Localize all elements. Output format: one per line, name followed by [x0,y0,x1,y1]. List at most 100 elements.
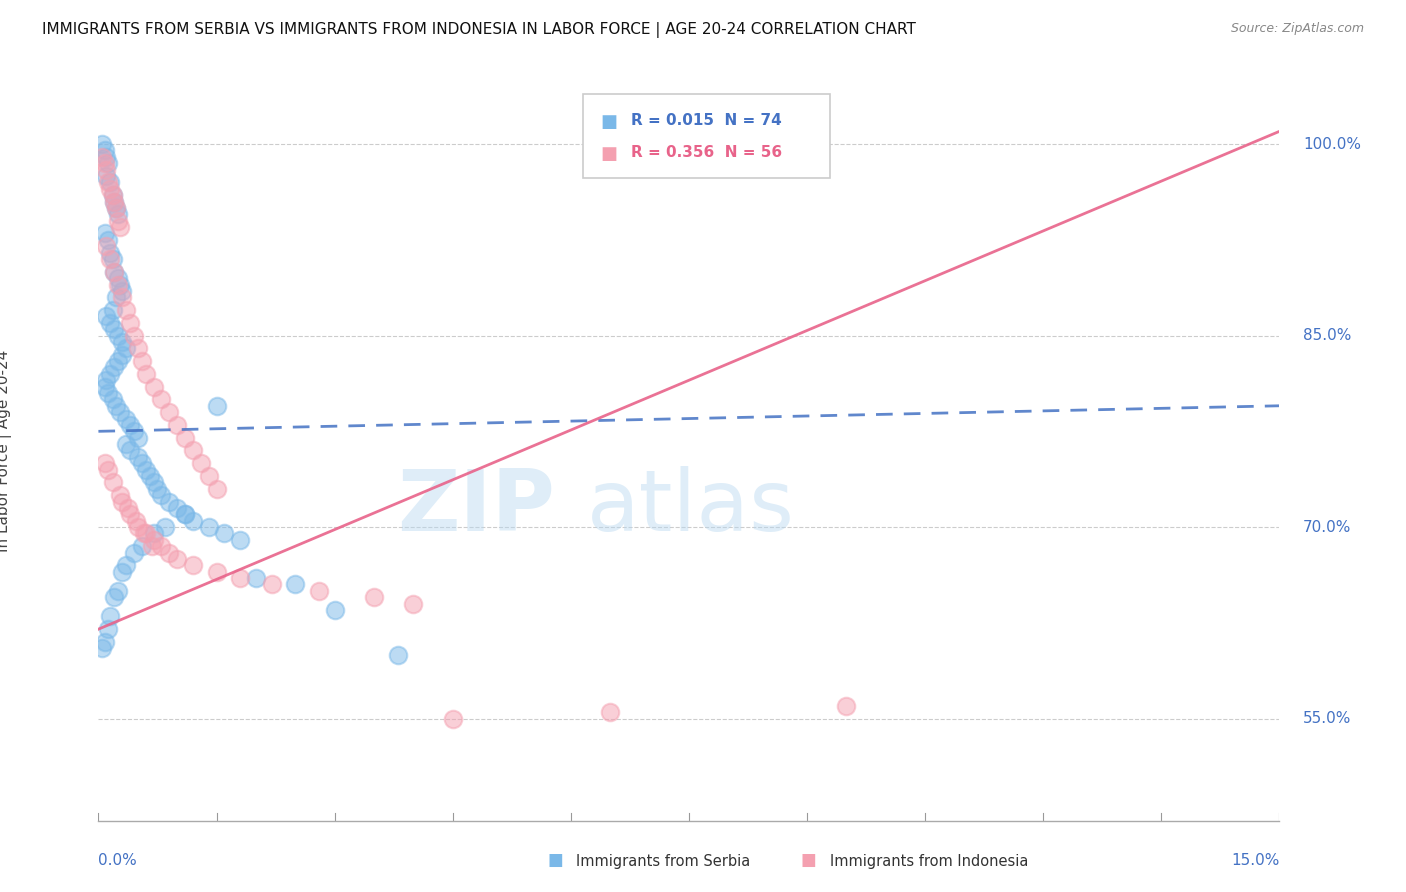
Point [107,277,129,292]
Point [150,539,173,553]
Point [174,508,197,522]
Point [363,591,385,605]
Point [103,194,125,209]
Text: ZIP: ZIP [398,467,555,549]
Text: IMMIGRANTS FROM SERBIA VS IMMIGRANTS FROM INDONESIA IN LABOR FORCE | AGE 20-24 C: IMMIGRANTS FROM SERBIA VS IMMIGRANTS FRO… [42,22,917,38]
Point [132,526,155,541]
Point [284,577,307,591]
Point [93,144,115,158]
Point [103,322,125,336]
Point [308,583,330,598]
Point [174,431,197,445]
Point [166,552,188,566]
Point [93,456,115,470]
Text: ■: ■ [547,851,564,869]
Point [98,175,121,189]
Text: Source: ZipAtlas.com: Source: ZipAtlas.com [1230,22,1364,36]
Point [166,500,188,515]
Point [141,539,163,553]
Point [96,239,118,253]
Point [155,520,177,534]
Text: 15.0%: 15.0% [1232,853,1279,868]
Point [131,456,153,470]
Point [599,705,621,719]
Point [127,520,149,534]
Point [127,342,149,356]
Point [110,220,132,235]
Point [142,475,165,490]
Point [98,609,121,624]
Text: atlas: atlas [586,467,794,549]
Text: Immigrants from Serbia: Immigrants from Serbia [576,854,751,869]
Point [115,303,138,318]
Text: ■: ■ [600,145,617,163]
Point [103,265,125,279]
Point [118,508,141,522]
Point [146,482,169,496]
Point [93,156,115,170]
Point [107,583,129,598]
Text: In Labor Force | Age 20-24: In Labor Force | Age 20-24 [0,350,11,551]
Point [97,156,120,170]
Point [214,526,236,541]
Text: 85.0%: 85.0% [1303,328,1351,343]
Point [115,558,138,573]
Point [157,405,180,419]
Point [205,565,228,579]
Text: R = 0.356  N = 56: R = 0.356 N = 56 [631,145,782,161]
Point [107,207,129,221]
Point [104,290,127,304]
Point [101,188,124,202]
Point [93,227,115,241]
Point [111,348,134,362]
Point [110,277,132,292]
Point [107,354,129,368]
Point [103,265,125,279]
Point [107,213,129,227]
Point [115,437,138,451]
Point [107,328,129,343]
Point [110,488,132,502]
Point [181,558,204,573]
Point [131,354,153,368]
Point [157,545,180,559]
Text: R = 0.015  N = 74: R = 0.015 N = 74 [631,113,782,128]
Text: 0.0%: 0.0% [98,853,138,868]
Point [323,603,346,617]
Point [97,175,120,189]
Point [181,443,204,458]
Point [260,577,283,591]
Point [104,399,127,413]
Point [98,367,121,381]
Point [135,367,157,381]
Point [111,334,134,349]
Point [135,462,157,476]
Point [96,162,118,177]
Point [197,520,219,534]
Point [150,488,173,502]
Text: ■: ■ [600,113,617,131]
Point [174,508,197,522]
Point [229,533,252,547]
Point [96,373,118,387]
Point [138,469,160,483]
Point [93,635,115,649]
Point [190,456,212,470]
Point [122,425,145,439]
Point [96,150,118,164]
Point [93,379,115,393]
Point [135,526,157,541]
Point [96,310,118,324]
Point [98,245,121,260]
Point [97,386,120,401]
Point [101,188,124,202]
Point [127,450,149,464]
Point [150,392,173,407]
Point [118,316,141,330]
Point [142,526,165,541]
Point [98,252,121,266]
Point [111,284,134,298]
Point [104,201,127,215]
Point [96,169,118,183]
Point [111,290,134,304]
